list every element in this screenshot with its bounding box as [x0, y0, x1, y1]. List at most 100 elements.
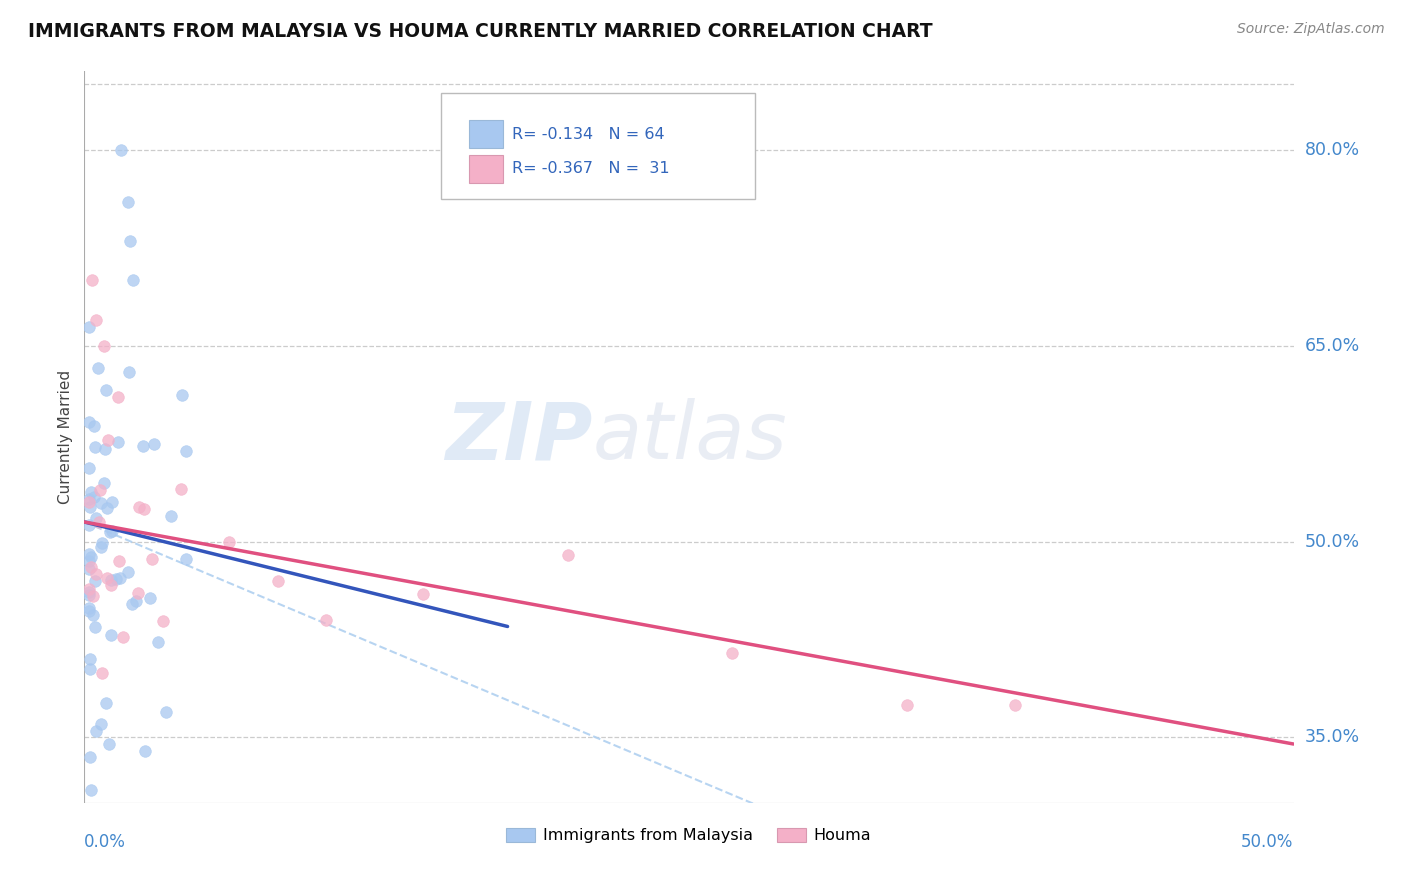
- Point: [128, 500, 150, 514]
- Point: [77, 415, 100, 429]
- Point: [86, 312, 108, 326]
- Text: 0.0%: 0.0%: [84, 833, 127, 851]
- Point: [120, 234, 142, 248]
- Point: [315, 613, 337, 627]
- Point: [134, 502, 156, 516]
- Point: [267, 574, 290, 588]
- Point: [77, 547, 100, 561]
- Point: [117, 194, 139, 209]
- Point: [100, 628, 122, 642]
- Point: [79, 662, 101, 676]
- Point: [87, 515, 110, 529]
- Point: [97, 434, 120, 448]
- Text: IMMIGRANTS FROM MALAYSIA VS HOUMA CURRENTLY MARRIED CORRELATION CHART: IMMIGRANTS FROM MALAYSIA VS HOUMA CURREN…: [28, 22, 932, 41]
- Point: [90, 495, 112, 509]
- Point: [80, 782, 103, 797]
- Point: [557, 548, 579, 562]
- Point: [896, 698, 918, 712]
- Point: [118, 365, 141, 379]
- Point: [90, 717, 112, 731]
- Point: [77, 588, 100, 602]
- Point: [80, 550, 103, 565]
- Point: [77, 495, 100, 509]
- Point: [93, 339, 115, 353]
- Text: atlas: atlas: [592, 398, 787, 476]
- Point: [96, 570, 118, 584]
- Text: 65.0%: 65.0%: [1305, 336, 1360, 355]
- Point: [108, 571, 131, 585]
- FancyBboxPatch shape: [441, 94, 755, 200]
- Point: [86, 360, 108, 375]
- Point: [83, 491, 105, 505]
- Point: [94, 442, 117, 456]
- Point: [218, 534, 240, 549]
- Point: [159, 509, 181, 524]
- Point: [100, 577, 122, 591]
- Point: [170, 483, 193, 497]
- Point: [93, 475, 115, 490]
- Point: [134, 743, 156, 757]
- Point: [86, 723, 108, 738]
- Point: [83, 419, 105, 434]
- Point: [132, 439, 155, 453]
- Point: [121, 597, 143, 611]
- Point: [77, 600, 100, 615]
- Point: [107, 434, 129, 449]
- Point: [83, 441, 105, 455]
- Point: [110, 143, 132, 157]
- Point: [79, 750, 101, 764]
- Point: [94, 383, 117, 397]
- Point: [125, 594, 148, 608]
- Text: 35.0%: 35.0%: [1305, 729, 1360, 747]
- Text: R= -0.367   N =  31: R= -0.367 N = 31: [512, 161, 671, 176]
- Point: [97, 737, 120, 751]
- Point: [100, 524, 122, 539]
- Legend: Immigrants from Malaysia, Houma: Immigrants from Malaysia, Houma: [501, 822, 877, 850]
- Point: [80, 560, 103, 574]
- Point: [90, 665, 112, 680]
- Point: [77, 585, 100, 599]
- Point: [77, 518, 100, 533]
- Point: [174, 552, 197, 566]
- Point: [82, 608, 104, 623]
- Point: [77, 582, 100, 596]
- Point: [79, 652, 101, 666]
- Point: [77, 492, 100, 507]
- Point: [91, 536, 114, 550]
- Point: [148, 635, 170, 649]
- Text: 50.0%: 50.0%: [1305, 533, 1360, 550]
- Text: 80.0%: 80.0%: [1305, 141, 1360, 159]
- Point: [82, 589, 104, 603]
- Point: [111, 630, 134, 644]
- Text: Source: ZipAtlas.com: Source: ZipAtlas.com: [1237, 22, 1385, 37]
- Point: [100, 573, 122, 587]
- Point: [107, 390, 129, 404]
- Point: [84, 511, 107, 525]
- Point: [89, 483, 111, 498]
- Point: [80, 484, 103, 499]
- Point: [79, 604, 101, 618]
- Point: [141, 552, 163, 566]
- Point: [174, 444, 197, 458]
- Point: [79, 500, 101, 515]
- Text: R= -0.134   N = 64: R= -0.134 N = 64: [512, 127, 665, 142]
- Point: [152, 614, 174, 628]
- Point: [94, 696, 117, 710]
- Text: 50.0%: 50.0%: [1241, 833, 1294, 851]
- Text: ZIP: ZIP: [444, 398, 592, 476]
- Point: [117, 565, 139, 579]
- Y-axis label: Currently Married: Currently Married: [58, 370, 73, 504]
- Point: [412, 587, 434, 601]
- Point: [107, 554, 129, 568]
- Point: [143, 437, 166, 451]
- Point: [84, 574, 107, 589]
- Point: [101, 494, 124, 508]
- Point: [104, 572, 127, 586]
- Point: [86, 566, 108, 581]
- Point: [80, 273, 103, 287]
- Point: [96, 500, 118, 515]
- Point: [138, 591, 160, 605]
- Point: [77, 319, 100, 334]
- Point: [1004, 698, 1026, 712]
- Point: [79, 461, 101, 475]
